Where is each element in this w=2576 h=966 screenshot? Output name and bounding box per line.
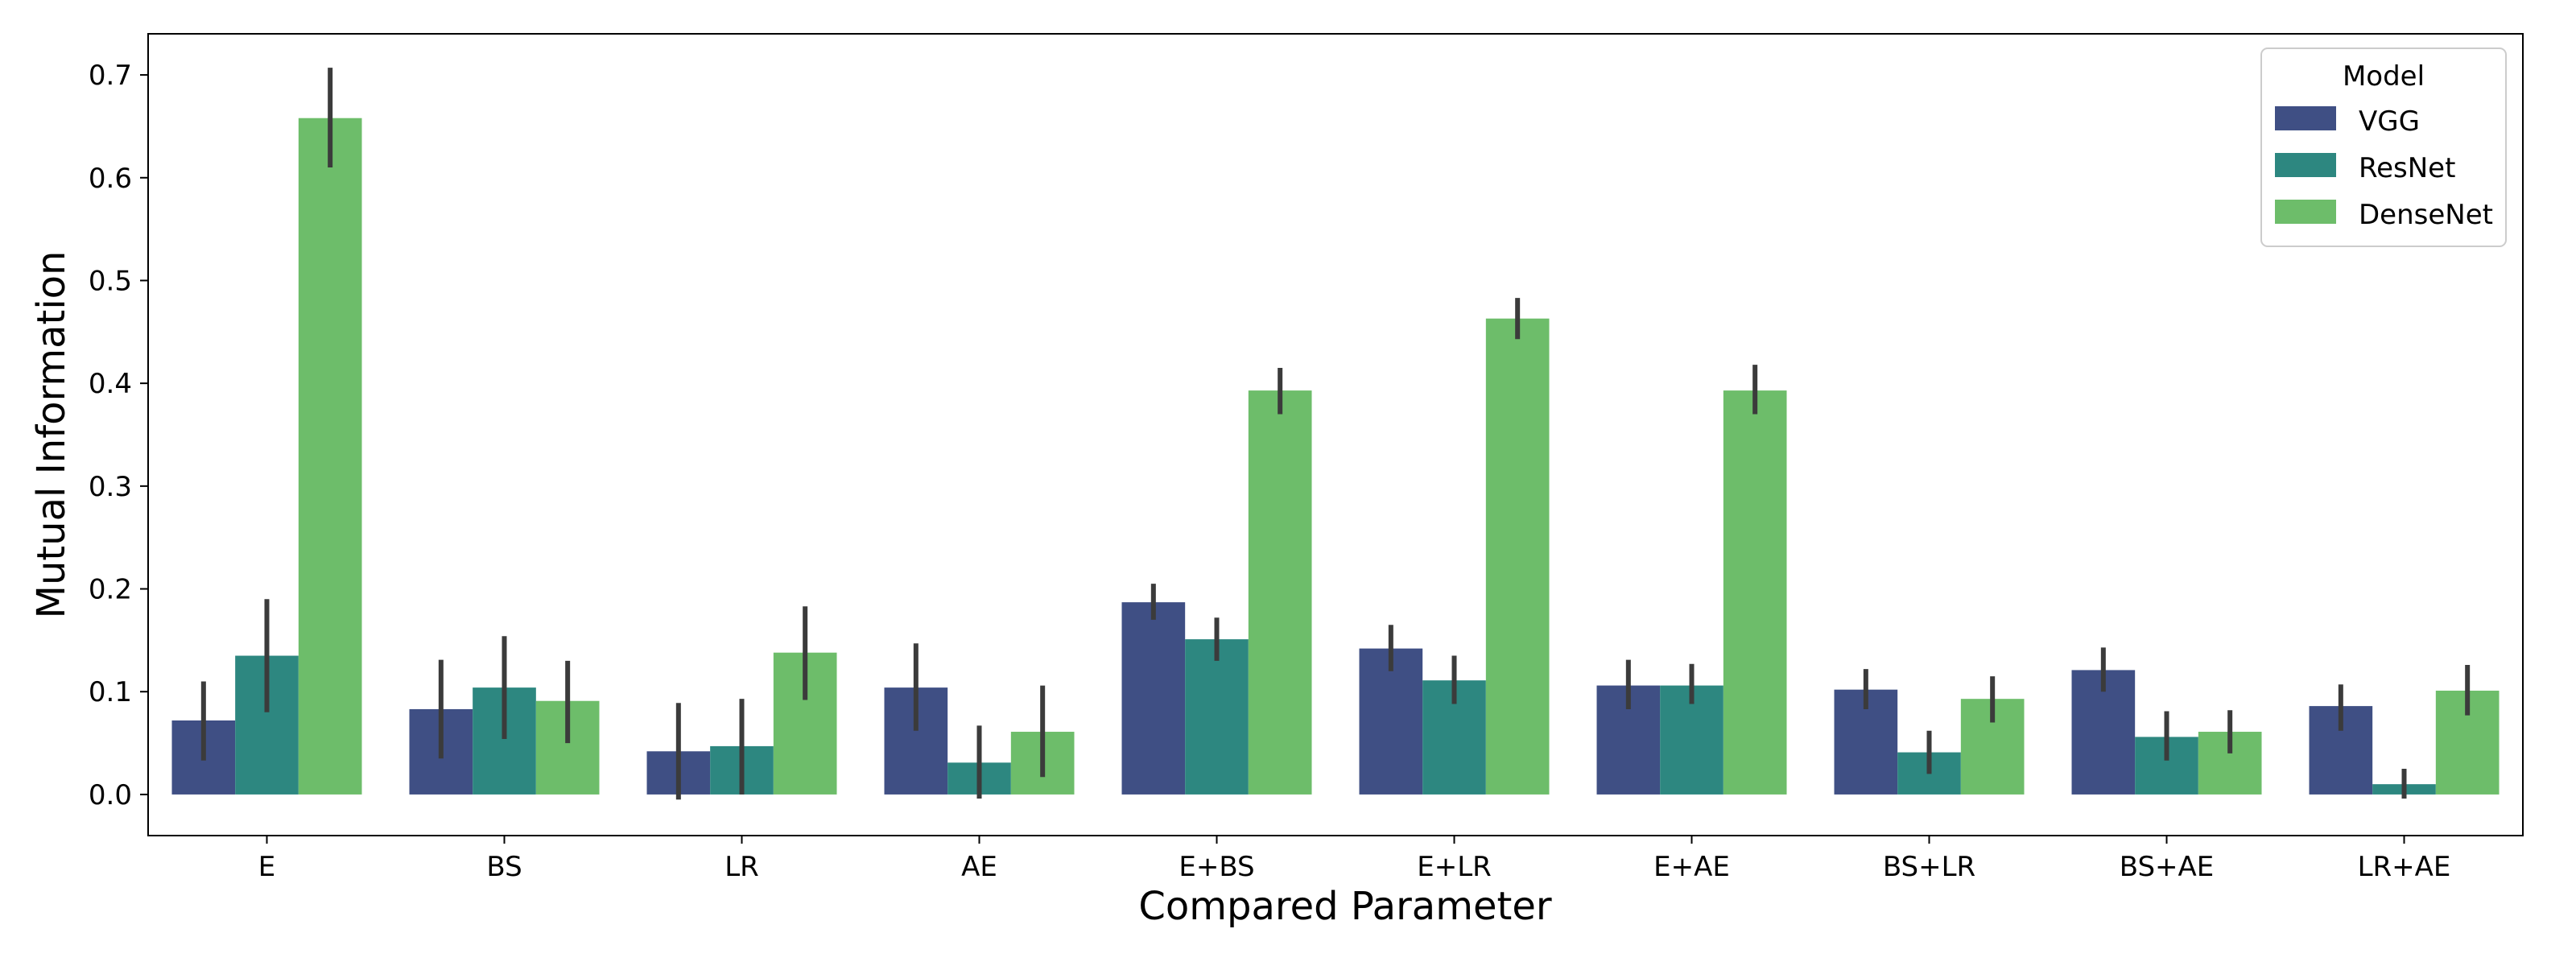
y-tick-label: 0.3 [89, 471, 132, 503]
bar-densenet-e-plus-bs [1248, 390, 1312, 795]
y-tick-label: 0.6 [89, 163, 132, 195]
legend-swatch-vgg [2275, 106, 2336, 130]
x-tick-label-e-plus-ae: E+AE [1653, 851, 1730, 883]
legend-label-resnet: ResNet [2359, 152, 2455, 184]
x-tick-label-bs-plus-ae: BS+AE [2120, 851, 2215, 883]
y-axis-title: Mutual Information [29, 251, 74, 619]
y-tick-label: 0.7 [89, 60, 132, 92]
y-tick-label: 0.2 [89, 574, 132, 606]
legend-title: Model [2343, 60, 2425, 93]
x-tick-label-bs: BS [486, 851, 522, 883]
error-bars-layer [200, 68, 2471, 800]
x-tick-label-e-plus-bs: E+BS [1179, 851, 1254, 883]
x-axis: E BS LR AE E+BS E+LR E+AE BS+LR BS+AE LR+AE [258, 836, 2451, 883]
plot-frame [147, 33, 2524, 836]
bar-densenet-e-plus-ae [1723, 390, 1787, 795]
x-tick-label-e-plus-lr: E+LR [1417, 851, 1492, 883]
bars-layer [171, 118, 2500, 795]
legend-swatch-resnet [2275, 153, 2336, 177]
x-axis-title: Compared Parameter [1138, 884, 1551, 929]
legend-swatch-densenet [2275, 200, 2336, 224]
x-tick-label-e: E [258, 851, 275, 883]
y-tick-label: 0.1 [89, 676, 132, 708]
y-tick-label: 0.5 [89, 265, 132, 297]
bar-densenet-e [298, 118, 362, 795]
x-tick-label-lr-plus-ae: LR+AE [2358, 851, 2451, 883]
bar-vgg-e-plus-bs [1121, 602, 1186, 795]
y-axis: 0.0 0.1 0.2 0.3 0.4 0.5 0.6 0.7 [89, 60, 148, 811]
legend-label-vgg: VGG [2359, 105, 2420, 138]
legend-label-densenet: DenseNet [2359, 199, 2493, 231]
bar-resnet-e-plus-bs [1185, 639, 1249, 795]
bar-densenet-e-plus-lr [1485, 318, 1550, 795]
x-tick-label-ae: AE [961, 851, 997, 883]
x-tick-label-lr: LR [724, 851, 759, 883]
legend[interactable]: Model VGG ResNet DenseNet [2260, 47, 2507, 247]
bar-vgg-e-plus-lr [1359, 648, 1423, 795]
y-tick-label: 0.0 [89, 779, 132, 811]
legend-frame [2260, 47, 2507, 247]
x-tick-label-bs-plus-lr: BS+LR [1883, 851, 1975, 883]
y-tick-label: 0.4 [89, 368, 132, 400]
